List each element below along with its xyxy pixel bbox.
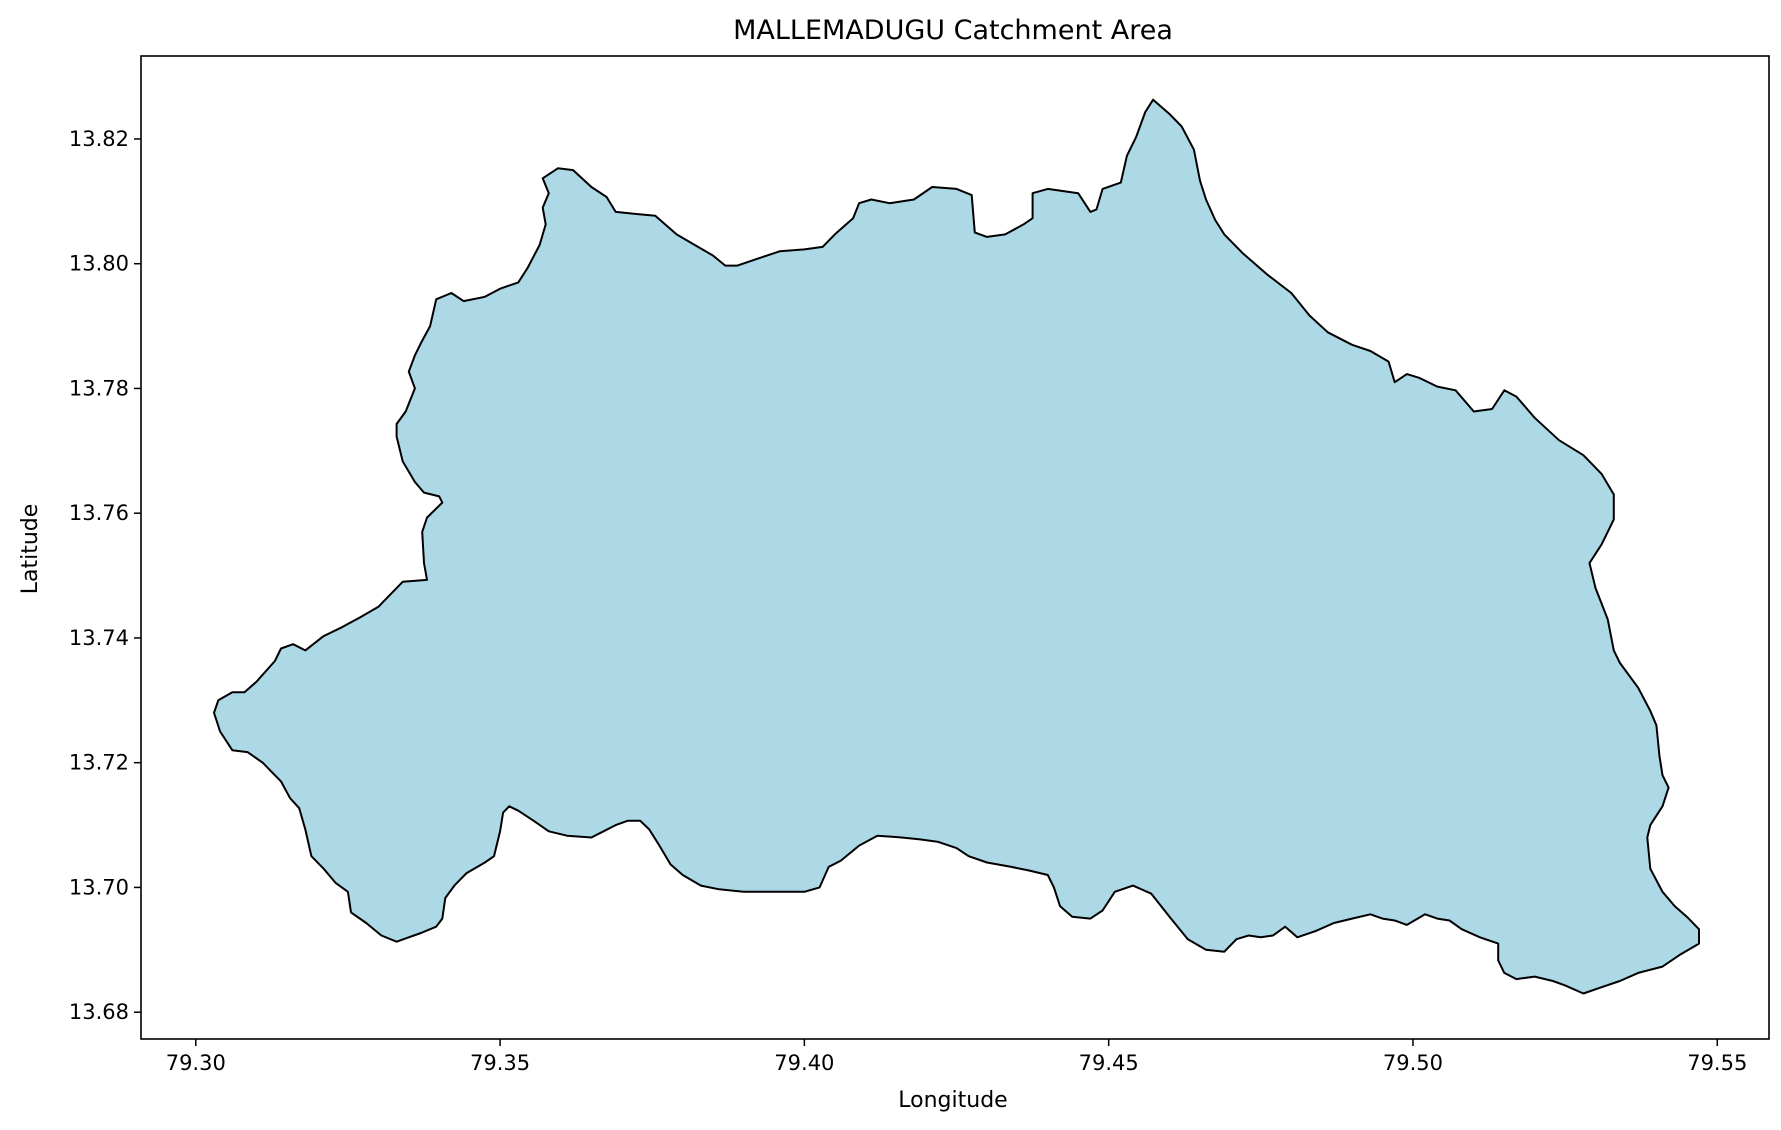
- x-tick-label: 79.45: [1079, 1051, 1139, 1075]
- catchment-polygon: [213, 98, 1700, 995]
- y-tick-label: 13.74: [69, 626, 129, 650]
- x-axis-label: Longitude: [898, 1088, 1007, 1113]
- x-axis: 79.30 79.35 79.40 79.45 79.50 79.55: [166, 1039, 1747, 1075]
- y-tick-label: 13.78: [69, 376, 129, 400]
- axes-frame: [140, 55, 1770, 1040]
- y-tick-label: 13.80: [69, 252, 129, 276]
- y-tick-label: 13.70: [69, 875, 129, 899]
- y-axis-label: Latitude: [18, 504, 43, 595]
- y-tick-label: 13.82: [69, 127, 129, 151]
- y-tick-label: 13.68: [69, 1000, 129, 1024]
- x-tick-label: 79.55: [1687, 1051, 1747, 1075]
- x-tick-label: 79.50: [1383, 1051, 1443, 1075]
- y-tick-label: 13.72: [69, 751, 129, 775]
- x-tick-label: 79.35: [470, 1051, 530, 1075]
- y-axis: 13.68 13.70 13.72 13.74 13.76 13.78 13.80 13.82: [69, 127, 141, 1024]
- plot-area: [213, 98, 1700, 995]
- x-tick-label: 79.40: [774, 1051, 834, 1075]
- chart-title: MALLEMADUGU Catchment Area: [733, 15, 1173, 46]
- x-tick-label: 79.30: [166, 1051, 226, 1075]
- y-tick-label: 13.76: [69, 501, 129, 525]
